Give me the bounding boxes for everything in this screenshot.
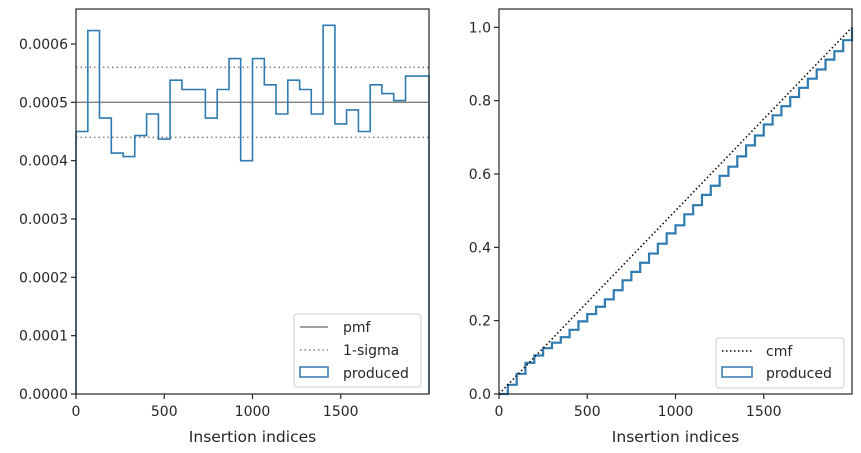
y-tick-label: 1.0 — [469, 20, 491, 36]
x-ticks: 0 500 1000 1500 — [495, 394, 782, 420]
histogram-panel: 0.0000 0.0001 0.0002 0.0003 0.0004 0.0005 0.00… — [19, 8, 430, 446]
y-tick-label: 0.0004 — [19, 154, 68, 170]
legend-label-pmf: pmf — [343, 320, 372, 336]
produced-histogram-step — [75, 24, 430, 394]
legend-swatch-produced — [299, 366, 329, 378]
y-tick-label: 0.0 — [469, 387, 491, 403]
x-tick-label: 0 — [495, 404, 504, 420]
x-tick-label: 0 — [72, 404, 81, 420]
series-lines — [498, 26, 854, 396]
produced-cumulative-line — [499, 27, 854, 396]
y-tick-label: 0.0002 — [19, 270, 68, 286]
y-tick-label: 0.2 — [469, 314, 491, 330]
plot-background-right — [499, 9, 852, 394]
y-tick-label: 0.0001 — [19, 329, 68, 345]
legend-label-cmf: cmf — [766, 344, 793, 360]
y-tick-label: 0.0006 — [19, 37, 68, 53]
x-tick-label: 1500 — [746, 404, 782, 420]
series-produced-histogram — [75, 24, 430, 394]
y-tick-label: 0.0003 — [19, 212, 68, 228]
cumulative-panel: 0.0 0.2 0.4 0.6 0.8 1.0 0 500 1000 1500 Insertio… — [469, 8, 854, 446]
legend-label-produced: produced — [343, 366, 409, 382]
legend-swatch-produced — [721, 366, 753, 378]
legend-box — [715, 337, 845, 389]
y-ticks: 0.0 0.2 0.4 0.6 0.8 1.0 — [469, 20, 499, 403]
y-tick-label: 0.4 — [469, 240, 491, 256]
x-ticks: 0 500 1000 1500 — [72, 394, 359, 420]
x-tick-label: 1000 — [658, 404, 694, 420]
cmf-line — [498, 26, 853, 395]
legend: cmf produced — [715, 337, 845, 389]
y-ticks: 0.0000 0.0001 0.0002 0.0003 0.0004 0.0005 0.00… — [19, 37, 76, 403]
x-axis-label: Insertion indices — [189, 428, 316, 446]
x-tick-label: 500 — [151, 404, 178, 420]
legend-label-1-sigma: 1-sigma — [343, 343, 399, 359]
y-tick-label: 0.0000 — [19, 387, 68, 403]
legend-box — [293, 313, 422, 388]
y-tick-label: 0.6 — [469, 167, 491, 183]
y-tick-label: 0.8 — [469, 94, 491, 110]
y-tick-label: 0.0005 — [19, 95, 68, 111]
legend: pmf 1-sigma produced — [293, 313, 422, 388]
x-tick-label: 1500 — [323, 404, 359, 420]
x-axis-label: Insertion indices — [612, 428, 739, 446]
x-tick-label: 1000 — [235, 404, 271, 420]
x-tick-label: 500 — [574, 404, 601, 420]
legend-label-produced: produced — [766, 366, 832, 382]
